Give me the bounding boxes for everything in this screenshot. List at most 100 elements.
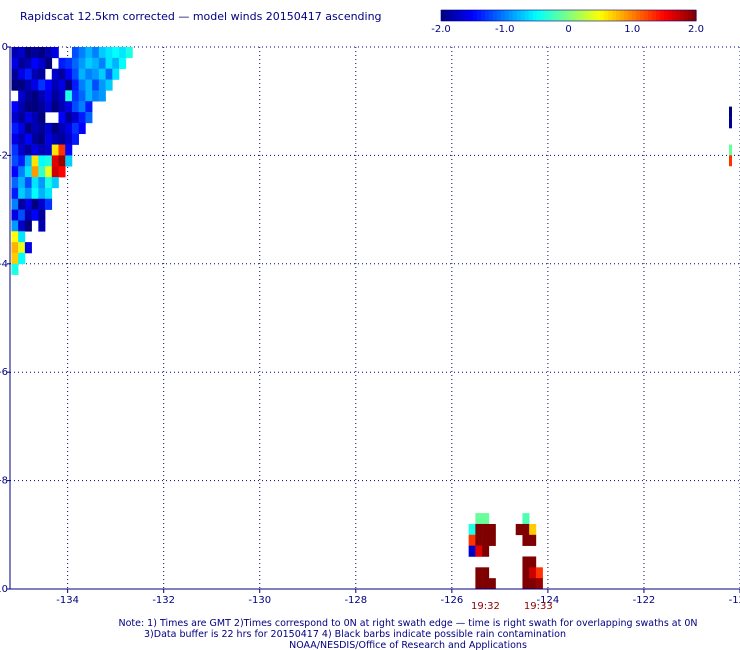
edge-mark <box>729 106 732 118</box>
wind-cell <box>24 166 32 178</box>
wind-cell <box>18 112 26 124</box>
wind-cell <box>475 545 483 557</box>
wind-cell <box>92 90 100 102</box>
colorbar-segment <box>488 10 494 21</box>
wind-cell <box>71 90 79 102</box>
wind-cell <box>18 122 26 135</box>
wind-cell <box>11 101 19 113</box>
colorbar: -2.0 -1.0 0 1.0 2.0 <box>431 9 704 35</box>
x-tick-label: -120 <box>729 595 740 606</box>
wind-cell <box>38 209 46 221</box>
wind-cell <box>11 155 19 167</box>
wind-cell <box>24 220 32 232</box>
wind-cell <box>31 68 39 80</box>
wind-cell <box>85 68 93 80</box>
wind-cell <box>38 133 46 145</box>
colorbar-segment <box>672 10 677 21</box>
wind-cell <box>522 523 530 536</box>
wind-cell <box>78 112 86 124</box>
wind-cell <box>38 68 46 80</box>
wind-cell <box>85 90 93 102</box>
colorbar-segment <box>576 10 582 21</box>
colorbar-segment <box>584 10 590 21</box>
wind-cell <box>31 90 39 102</box>
wind-cell <box>475 534 483 546</box>
wind-cell <box>529 567 537 579</box>
wind-cell <box>18 68 26 80</box>
wind-cell <box>488 534 496 546</box>
colorbar-segment <box>636 10 641 21</box>
wind-cell <box>51 177 59 189</box>
colorbar-segment <box>460 10 466 21</box>
wind-cell <box>38 47 46 59</box>
wind-cell <box>38 177 46 189</box>
colorbar-segment <box>524 10 530 21</box>
wind-cell <box>45 133 53 145</box>
wind-cell <box>24 177 32 189</box>
y-tick-label: -8 <box>0 476 8 487</box>
colorbar-segment <box>516 10 522 21</box>
colorbar-segment <box>664 10 669 21</box>
wind-cell <box>24 122 32 135</box>
wind-cell <box>58 122 66 135</box>
wind-cell <box>515 523 523 536</box>
wind-cell <box>45 101 53 113</box>
wind-cell <box>11 252 19 265</box>
y-tick-label: 0 <box>2 42 8 53</box>
wind-cell <box>529 534 537 546</box>
colorbar-segment <box>484 10 490 21</box>
wind-cell <box>65 68 73 80</box>
colorbar-segment <box>568 10 574 21</box>
wind-cell <box>112 57 120 69</box>
wind-cell <box>92 57 100 69</box>
wind-cell <box>11 209 19 221</box>
wind-cell <box>38 220 46 232</box>
colorbar-tick-label: 2.0 <box>688 24 704 35</box>
colorbar-segment <box>572 10 578 21</box>
wind-cell <box>475 567 483 579</box>
y-tick-label: -4 <box>0 259 8 270</box>
wind-cell <box>18 242 26 254</box>
wind-cell <box>58 79 66 91</box>
wind-cell <box>38 187 46 200</box>
wind-cell <box>31 187 39 200</box>
wind-cell <box>38 112 46 124</box>
wind-cell <box>71 133 79 145</box>
wind-cell <box>18 231 26 243</box>
wind-cell <box>475 578 483 590</box>
wind-cell <box>71 47 79 59</box>
wind-cell <box>58 133 66 145</box>
wind-cell <box>78 68 86 80</box>
wind-cell <box>58 112 66 124</box>
colorbar-segment <box>588 10 594 21</box>
note-line-1: Note: 1) Times are GMT 2)Times correspon… <box>118 618 697 629</box>
wind-cell <box>31 122 39 135</box>
wind-cell <box>18 166 26 178</box>
chart-title: Rapidscat 12.5km corrected — model winds… <box>20 10 382 23</box>
wind-cell <box>98 90 106 102</box>
wind-cell <box>78 79 86 91</box>
colorbar-segment <box>676 10 681 21</box>
colorbar-segment <box>600 10 605 21</box>
wind-cell <box>11 133 19 145</box>
y-tick-label: -2 <box>0 150 8 161</box>
colorbar-tick-label: -2.0 <box>431 24 451 35</box>
wind-cell <box>11 68 19 80</box>
axes: -134 -132 -130 -128 -126 -124 -122 -120 0 -2 -4 -6 -… <box>0 42 740 606</box>
wind-cell <box>11 177 19 189</box>
wind-cell <box>24 187 32 200</box>
colorbar-segment <box>512 10 518 21</box>
colorbar-segment <box>644 10 649 21</box>
y-tick-label: -6 <box>0 367 8 378</box>
colorbar-segment <box>684 10 689 21</box>
colorbar-frame <box>440 9 697 22</box>
wind-cell <box>18 198 26 210</box>
colorbar-tick-label: -1.0 <box>495 24 515 35</box>
wind-cell <box>58 166 66 178</box>
wind-cell <box>71 112 79 124</box>
wind-cell <box>31 57 39 69</box>
wind-cell <box>112 68 120 80</box>
wind-cell <box>24 68 32 80</box>
wind-cell <box>45 166 53 178</box>
wind-cell <box>475 523 483 536</box>
